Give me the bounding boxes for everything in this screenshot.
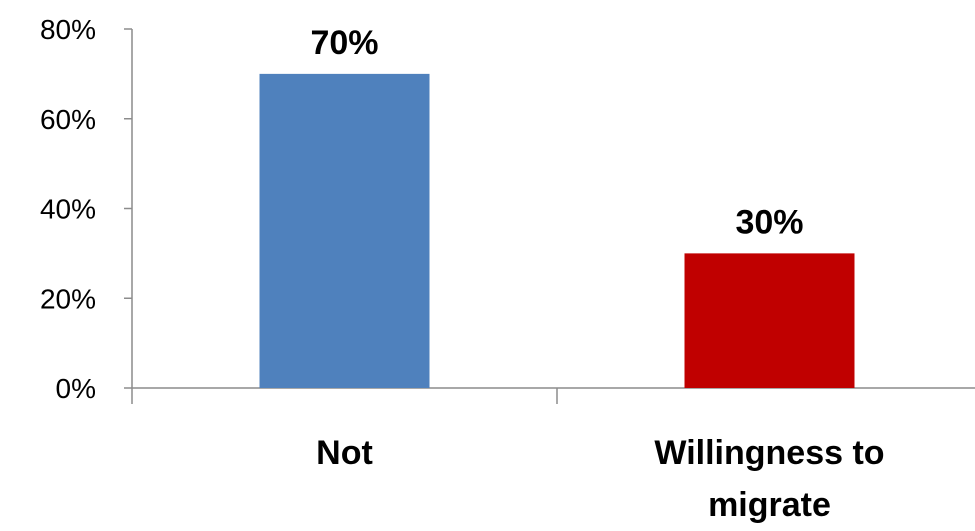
x-axis bbox=[131, 387, 975, 404]
y-tick-label: 60% bbox=[40, 104, 96, 135]
bars bbox=[259, 73, 855, 388]
data-labels: 70% 30% bbox=[310, 24, 803, 242]
y-tick-label: 20% bbox=[40, 283, 96, 314]
y-axis: 0% 20% 40% 60% 80% bbox=[40, 14, 133, 404]
data-label: 70% bbox=[310, 24, 378, 62]
bar bbox=[259, 73, 430, 388]
category-label: Not bbox=[316, 434, 373, 472]
data-label: 30% bbox=[735, 203, 803, 241]
y-tick-label: 0% bbox=[56, 373, 96, 404]
y-tick-label: 80% bbox=[40, 14, 96, 45]
bar bbox=[684, 253, 855, 388]
y-tick-label: 40% bbox=[40, 194, 96, 225]
category-labels: Not Willingness to migrate bbox=[316, 434, 884, 524]
category-label: Willingness to migrate bbox=[654, 434, 884, 524]
